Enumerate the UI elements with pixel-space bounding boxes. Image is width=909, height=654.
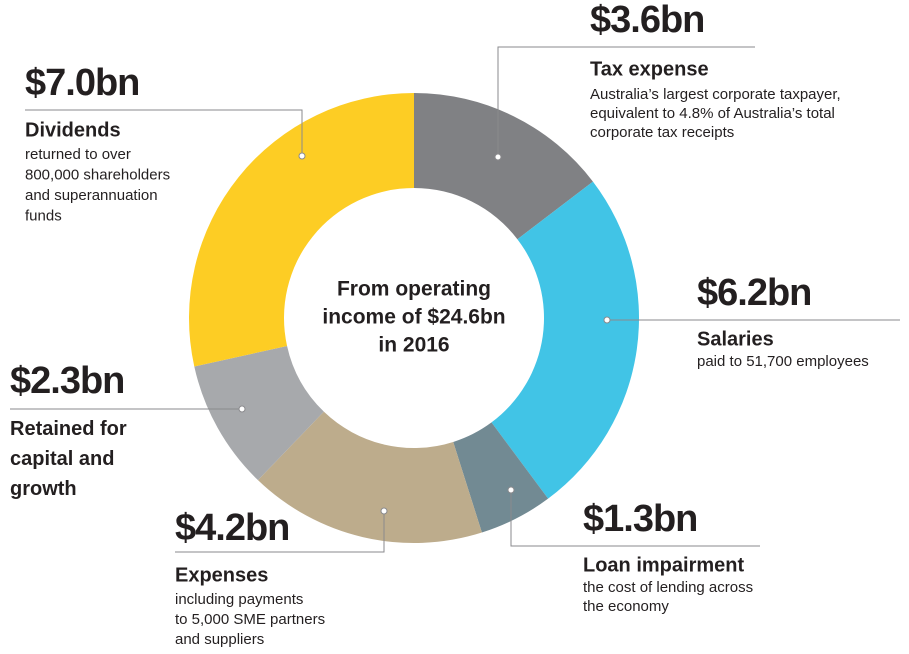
description: paid to 51,700 employees [697, 353, 869, 370]
description: funds [25, 207, 62, 224]
category-label: Expenses [175, 564, 268, 586]
donut-segment [491, 181, 639, 499]
description: and superannuation [25, 187, 158, 204]
center-text: in 2016 [378, 334, 449, 357]
leader-line [510, 490, 760, 547]
value-label: $6.2bn [697, 272, 811, 314]
description: corporate tax receipts [590, 124, 734, 141]
category-label: Retained for capital and growth [10, 418, 127, 500]
value-label: $2.3bn [10, 360, 124, 402]
description: returned to over [25, 146, 131, 163]
leader-dot [298, 152, 306, 160]
donut-segment [257, 411, 482, 543]
donut-segment [414, 93, 593, 240]
category-label: Tax expense [590, 58, 709, 80]
category-label: Salaries [697, 328, 774, 350]
value-label: $7.0bn [25, 62, 139, 104]
leader-dot [380, 507, 388, 515]
description: the cost of lending across [583, 579, 753, 596]
donut-segment [194, 346, 324, 481]
description: the economy [583, 598, 669, 615]
value-label: $4.2bn [175, 507, 289, 549]
leader-dot [603, 316, 611, 324]
leader-line [497, 46, 755, 157]
value-label: $3.6bn [590, 0, 704, 41]
description: equivalent to 4.8% of Australia’s total [590, 105, 835, 122]
value-label: $1.3bn [583, 498, 697, 540]
category-label: Loan impairment [583, 554, 744, 576]
leader-dot [507, 486, 515, 494]
donut-segment [453, 422, 549, 533]
leader-dot [494, 153, 502, 161]
center-text: income of $24.6bn [322, 306, 505, 329]
leader-dot [238, 405, 246, 413]
description: to 5,000 SME partners [175, 611, 325, 628]
description: and suppliers [175, 631, 264, 648]
leader-line [175, 511, 385, 553]
center-text: From operating [337, 278, 491, 301]
description: including payments [175, 591, 303, 608]
category-label: Dividends [25, 119, 121, 141]
donut-segment [188, 93, 414, 367]
description: Australia’s largest corporate taxpayer, [590, 86, 841, 103]
description: 800,000 shareholders [25, 166, 170, 183]
leader-line [25, 109, 303, 156]
